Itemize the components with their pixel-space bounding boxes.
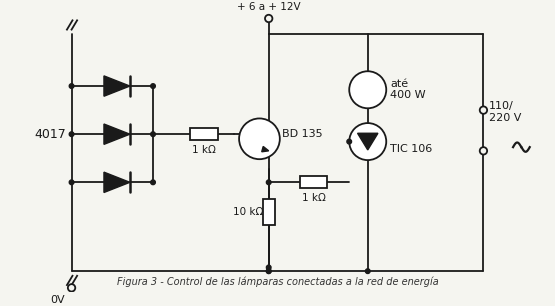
Circle shape [266,269,271,274]
Circle shape [69,84,74,88]
Circle shape [349,123,386,160]
Polygon shape [104,172,130,192]
Circle shape [480,147,487,155]
Text: + 6 a + 12V: + 6 a + 12V [237,2,300,12]
Circle shape [480,106,487,114]
Circle shape [151,84,155,88]
Text: 110/: 110/ [489,101,514,111]
Text: 400 W: 400 W [390,90,426,100]
Polygon shape [262,147,269,152]
Circle shape [151,180,155,185]
Circle shape [266,180,271,185]
Text: Figura 3 - Control de las lámparas conectadas a la red de energía: Figura 3 - Control de las lámparas conec… [117,276,439,287]
Bar [300,176,327,188]
Bar [263,199,275,225]
Polygon shape [357,133,378,150]
Circle shape [265,15,273,22]
Polygon shape [104,76,130,96]
Circle shape [151,132,155,136]
Text: 0V: 0V [51,295,65,305]
Circle shape [349,71,386,108]
Text: 1 kΩ: 1 kΩ [302,193,326,203]
Circle shape [365,269,370,274]
Text: 1 kΩ: 1 kΩ [192,145,216,155]
Text: 4017: 4017 [34,128,66,141]
Circle shape [68,284,75,292]
Text: até: até [390,79,408,89]
Bar [190,128,218,140]
Circle shape [69,180,74,185]
Text: TIC 106: TIC 106 [390,144,432,154]
Text: 220 V: 220 V [489,114,521,123]
Text: BD 135: BD 135 [282,129,322,139]
Circle shape [347,139,351,144]
Circle shape [239,118,280,159]
Circle shape [266,265,271,270]
Text: 10 kΩ: 10 kΩ [233,207,263,217]
Circle shape [69,132,74,136]
Polygon shape [104,124,130,144]
Circle shape [266,269,271,274]
